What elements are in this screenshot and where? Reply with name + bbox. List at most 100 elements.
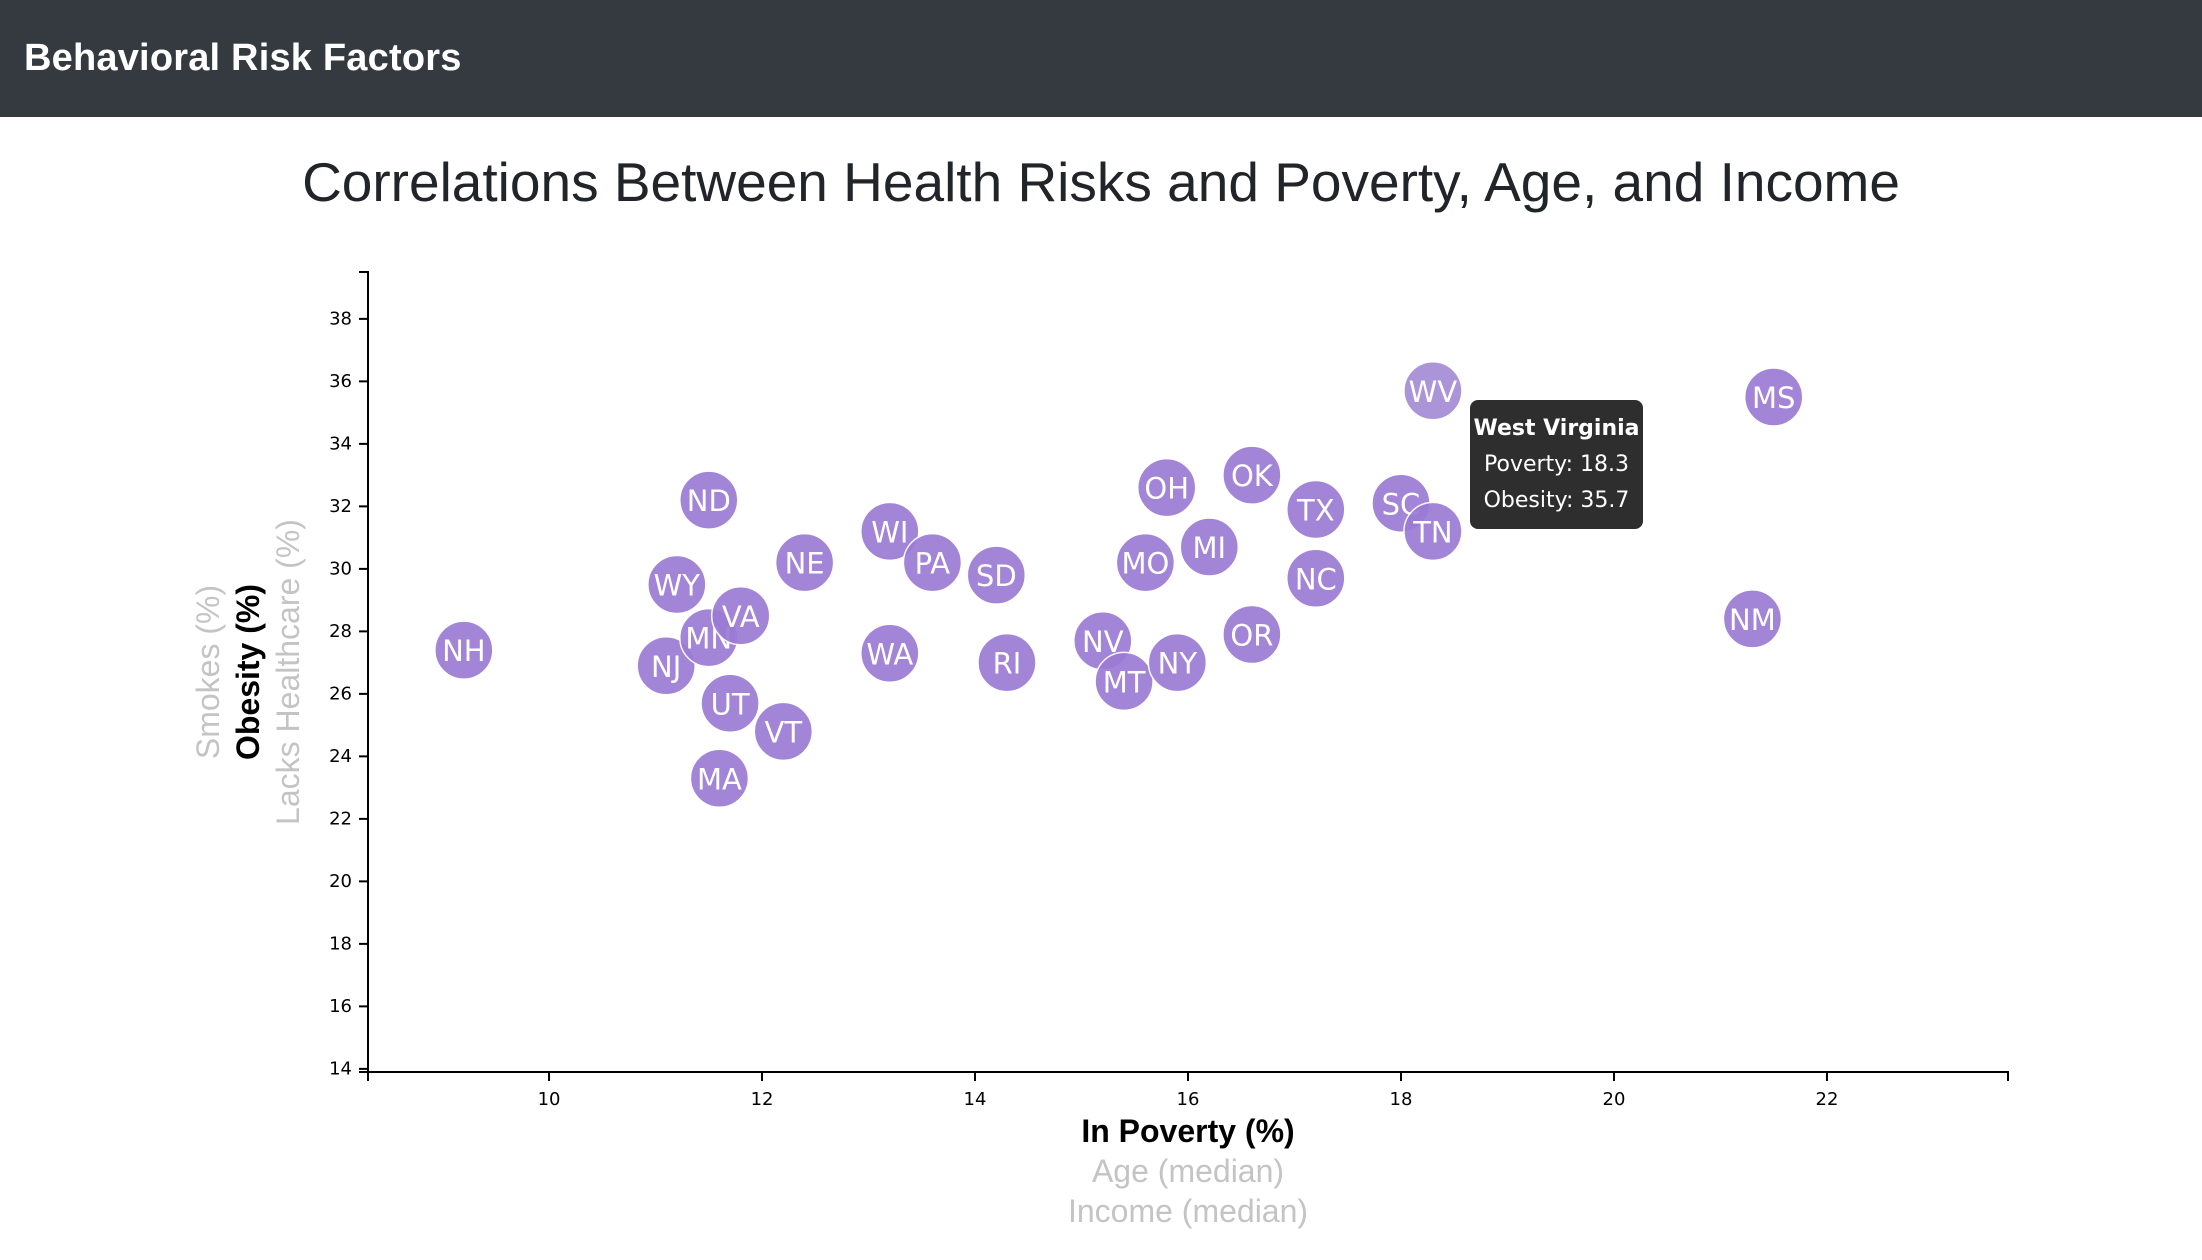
state-point-ut[interactable]: UT: [700, 673, 760, 733]
state-point-wi[interactable]: WI: [860, 501, 920, 562]
state-point-nd[interactable]: ND: [679, 470, 739, 530]
state-point-nj[interactable]: NJ: [636, 636, 696, 696]
state-point-va[interactable]: VA: [710, 586, 771, 646]
state-label: TN: [1412, 515, 1452, 549]
state-circle[interactable]: [1115, 532, 1176, 593]
state-circle[interactable]: [689, 748, 750, 808]
navbar: Behavioral Risk Factors: [0, 0, 2202, 117]
state-label: UT: [711, 687, 750, 721]
state-circle[interactable]: [700, 673, 760, 733]
y-axis-option-0[interactable]: Obesity (%): [230, 584, 266, 760]
state-point-wy[interactable]: WY: [647, 554, 707, 615]
y-axis-option-1[interactable]: Smokes (%): [190, 585, 226, 759]
state-point-wa[interactable]: WA: [860, 623, 920, 683]
tooltip-line-2: Obesity: 35.7: [1483, 488, 1630, 513]
state-point-nh[interactable]: NH: [434, 620, 494, 680]
y-tick-label: 22: [329, 808, 352, 829]
state-label: TX: [1296, 494, 1335, 528]
state-point-ms[interactable]: MS: [1743, 367, 1804, 427]
state-circle[interactable]: [860, 623, 920, 683]
state-point-ma[interactable]: MA: [689, 748, 750, 808]
state-label: SD: [976, 559, 1017, 593]
state-circle[interactable]: [1403, 361, 1463, 421]
x-tick-label: 18: [1390, 1089, 1413, 1110]
y-axis-line: [359, 271, 369, 1073]
state-label: ND: [687, 484, 731, 518]
state-label: NY: [1158, 647, 1198, 681]
state-circle[interactable]: [1286, 548, 1346, 608]
y-tick-label: 34: [329, 433, 352, 454]
state-circle[interactable]: [753, 701, 814, 762]
state-label: MS: [1752, 381, 1795, 415]
state-circle[interactable]: [774, 532, 835, 593]
x-tick-label: 20: [1603, 1089, 1626, 1110]
state-point-wv[interactable]: WV: [1403, 361, 1463, 421]
state-label: WV: [1409, 375, 1458, 409]
state-point-ny[interactable]: NY: [1147, 632, 1208, 693]
state-point-mi[interactable]: MI: [1179, 517, 1240, 577]
state-circle[interactable]: [1286, 479, 1346, 540]
state-point-ok[interactable]: OK: [1222, 445, 1282, 505]
tooltip-line-1: Poverty: 18.3: [1484, 452, 1629, 477]
state-point-mt[interactable]: MT: [1094, 651, 1154, 712]
state-circle[interactable]: [966, 545, 1027, 605]
state-label: WI: [871, 515, 908, 549]
state-circle[interactable]: [1222, 604, 1282, 665]
y-tick-label: 20: [329, 871, 352, 892]
state-circle[interactable]: [1094, 651, 1154, 712]
y-tick-label: 18: [329, 933, 352, 954]
state-point-oh[interactable]: OH: [1136, 457, 1197, 518]
state-label: MA: [697, 762, 742, 796]
y-axis-option-2[interactable]: Lacks Healthcare (%): [270, 519, 306, 825]
page-title: Correlations Between Health Risks and Po…: [302, 151, 1900, 213]
state-circle[interactable]: [902, 532, 963, 593]
y-tick-label: 30: [329, 558, 352, 579]
state-label: VT: [765, 715, 803, 749]
state-circle[interactable]: [1722, 589, 1783, 649]
x-tick-label: 14: [964, 1089, 987, 1110]
state-point-sd[interactable]: SD: [966, 545, 1027, 605]
state-circle[interactable]: [1136, 457, 1197, 518]
state-point-or[interactable]: OR: [1222, 604, 1282, 665]
x-axis-option-2[interactable]: Income (median): [1068, 1193, 1308, 1229]
x-axis: 10 12 14 16 18 20 22: [367, 1071, 2009, 1110]
state-point-nc[interactable]: NC: [1286, 548, 1346, 608]
state-label: WA: [866, 637, 913, 671]
x-tick-label: 16: [1177, 1089, 1200, 1110]
x-axis-option-0[interactable]: In Poverty (%): [1081, 1113, 1294, 1149]
state-label: NC: [1295, 562, 1337, 596]
state-circle[interactable]: [977, 632, 1037, 693]
state-point-tx[interactable]: TX: [1286, 479, 1346, 540]
state-point-pa[interactable]: PA: [902, 532, 963, 593]
state-circle[interactable]: [710, 586, 771, 646]
y-tick-label: 16: [329, 996, 352, 1017]
data-points: NH NJMNWYNDVAUTMAVTNEWIPAWASDRINVMTMOOHNY…: [434, 361, 1804, 808]
state-point-tn[interactable]: TN: [1403, 501, 1463, 562]
state-circle[interactable]: [1743, 367, 1804, 427]
y-tick-label: 28: [329, 621, 352, 642]
x-axis-option-1[interactable]: Age (median): [1092, 1153, 1284, 1189]
state-label: VA: [722, 600, 760, 634]
state-circle[interactable]: [647, 554, 707, 615]
state-circle[interactable]: [679, 470, 739, 530]
x-tick-label: 22: [1816, 1089, 1839, 1110]
state-label: NH: [442, 634, 486, 668]
state-label: NM: [1729, 603, 1776, 637]
state-circle[interactable]: [636, 636, 696, 696]
state-point-ri[interactable]: RI: [977, 632, 1037, 693]
y-tick-label: 26: [329, 683, 352, 704]
state-point-vt[interactable]: VT: [753, 701, 814, 762]
state-circle[interactable]: [434, 620, 494, 680]
state-point-mo[interactable]: MO: [1115, 532, 1176, 593]
state-point-nm[interactable]: NM: [1722, 589, 1783, 649]
state-circle[interactable]: [1222, 445, 1282, 505]
state-circle[interactable]: [1147, 632, 1208, 693]
state-circle[interactable]: [860, 501, 920, 562]
state-point-ne[interactable]: NE: [774, 532, 835, 593]
navbar-brand[interactable]: Behavioral Risk Factors: [24, 37, 462, 79]
state-label: MT: [1103, 665, 1146, 699]
state-label: MI: [1193, 531, 1227, 565]
y-tick-label: 14: [329, 1058, 352, 1079]
state-circle[interactable]: [1179, 517, 1240, 577]
state-circle[interactable]: [1403, 501, 1463, 562]
